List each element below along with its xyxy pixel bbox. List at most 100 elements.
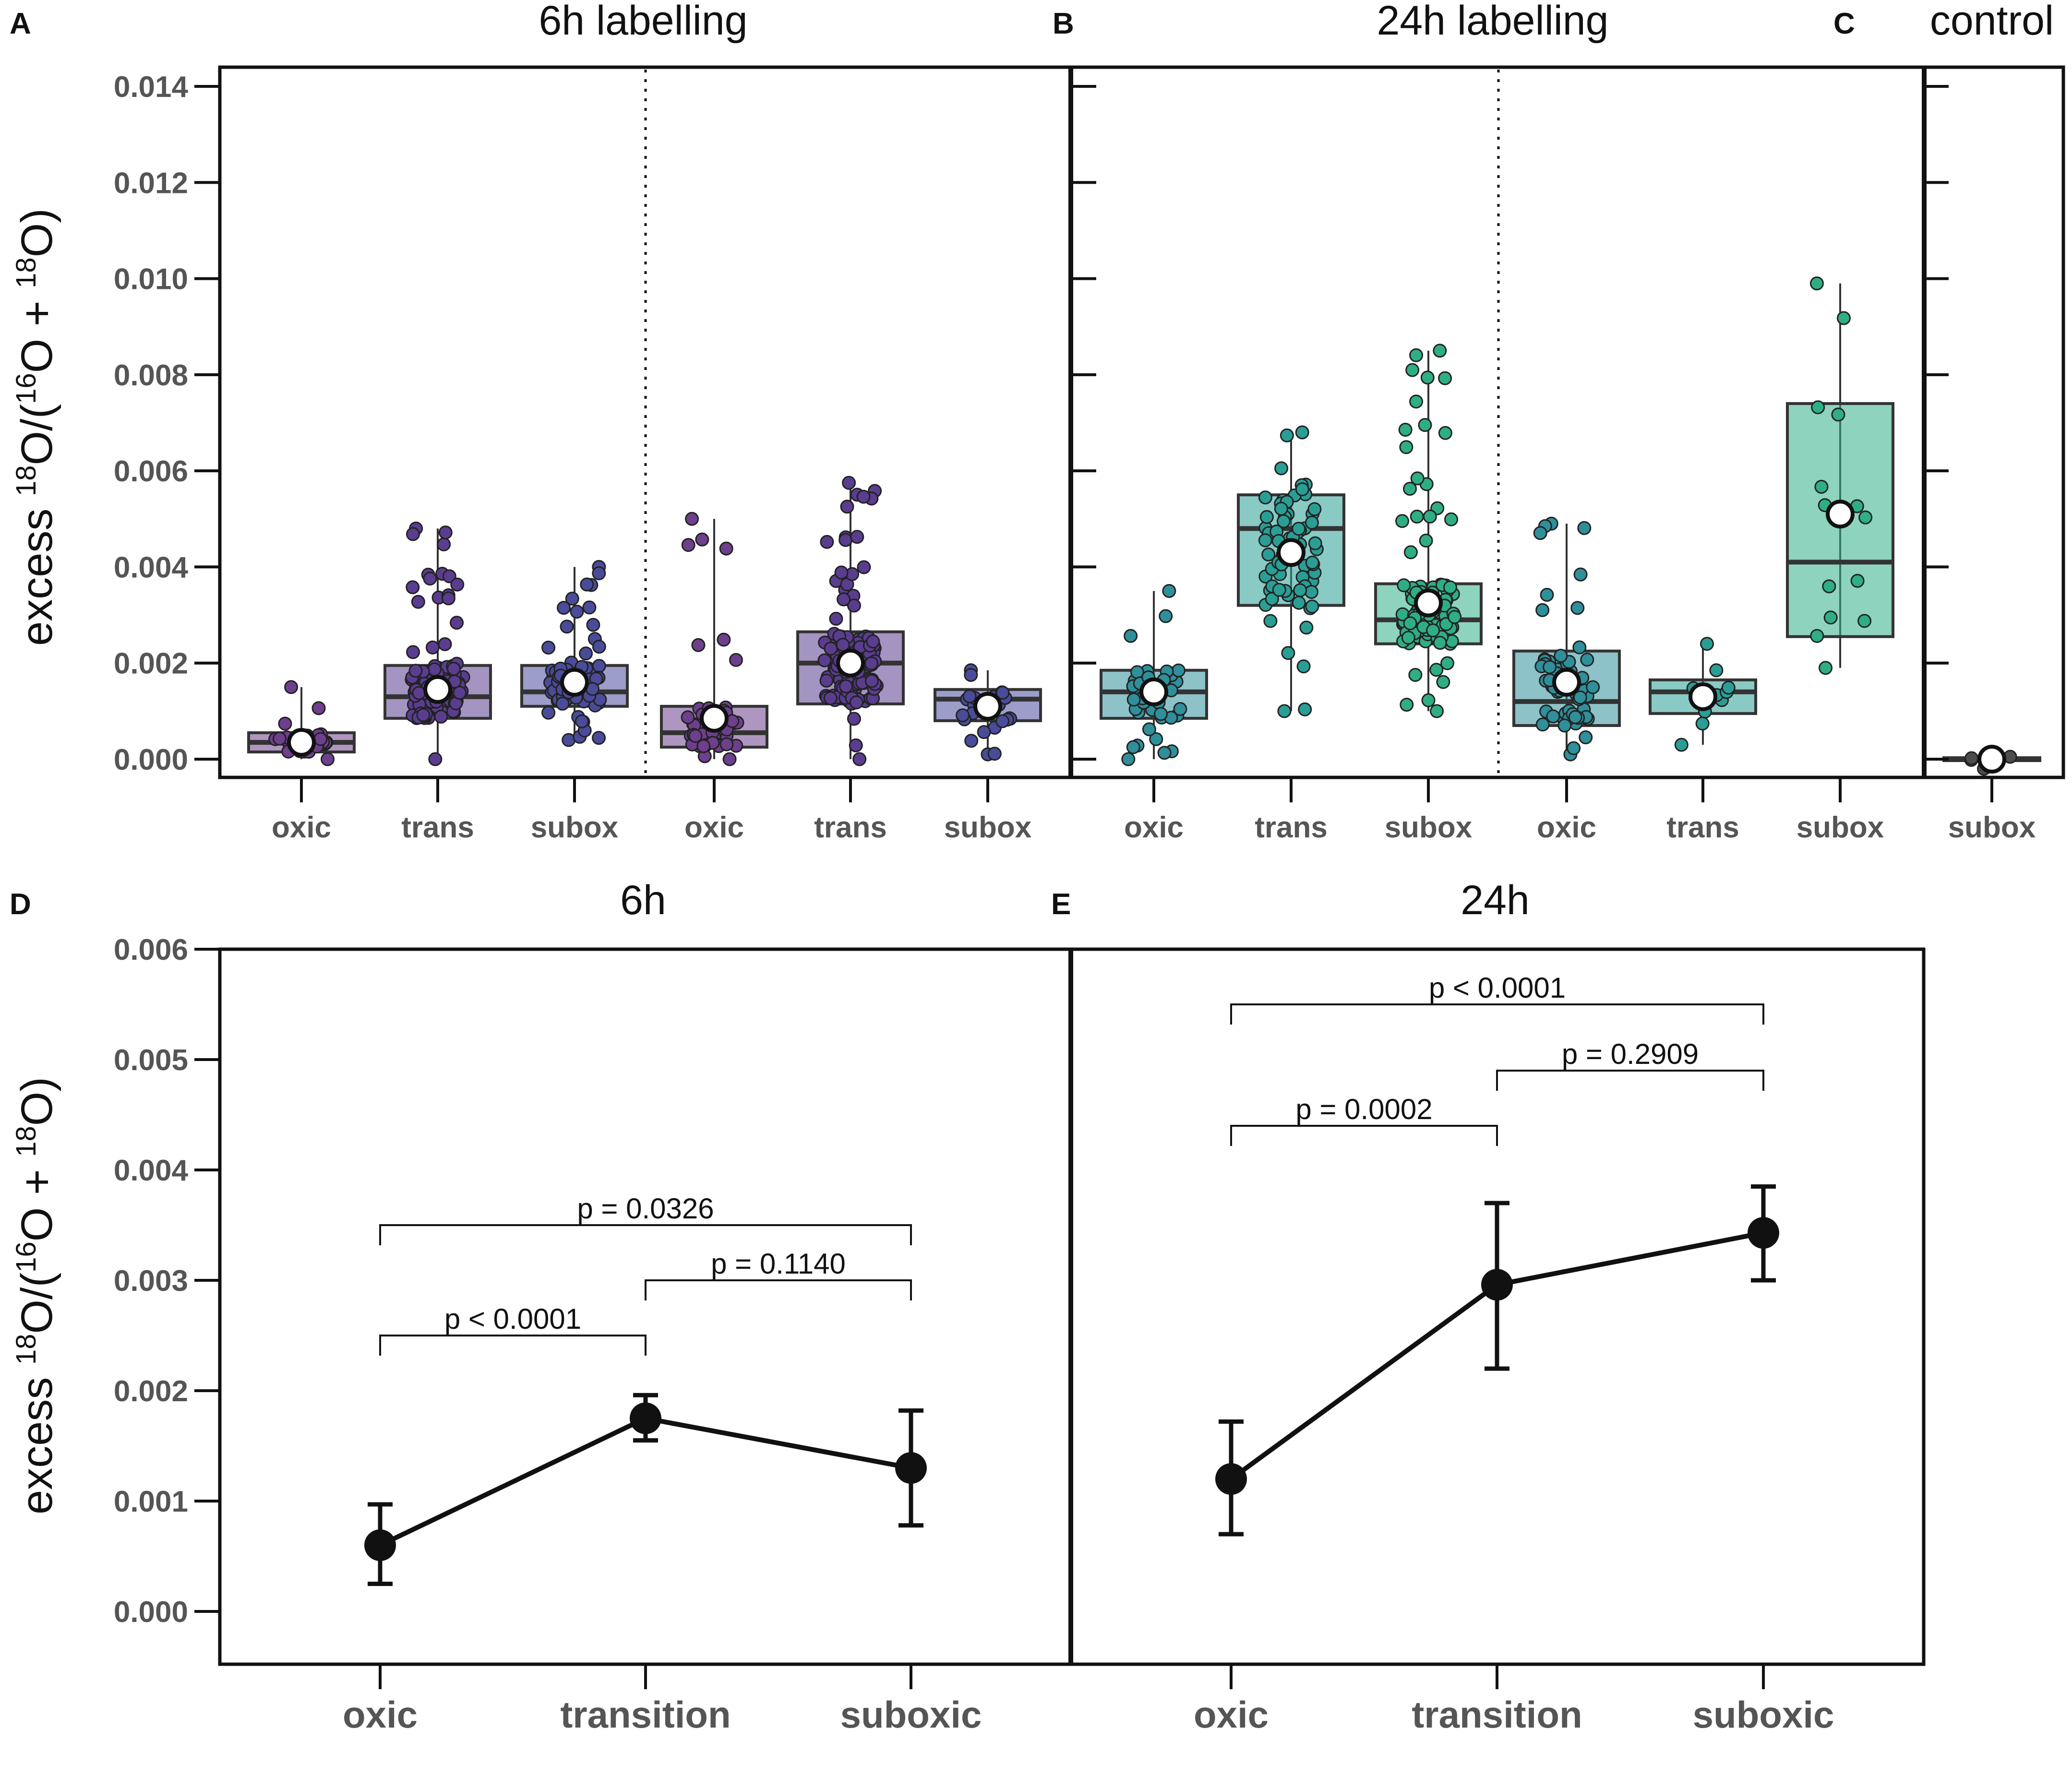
data-point [438,525,453,540]
data-point [1409,394,1424,409]
data-point [817,653,832,668]
data-point [1261,548,1276,562]
data-point [1823,610,1838,625]
significance-bracket [379,1335,647,1356]
p-value-label: p = 0.2909 [1562,1038,1699,1070]
data-point [849,695,863,710]
data-point [1126,692,1141,707]
data-point [311,701,326,716]
mean-point [1414,588,1443,618]
data-point [847,712,861,726]
data-point [442,569,456,584]
data-point [1831,407,1845,422]
mean-point [1689,682,1717,711]
data-point [541,705,556,720]
data-point [272,731,287,746]
data-point [541,640,556,655]
data-point [1809,276,1824,291]
data-point [1567,741,1581,755]
x-category-label: trans [1666,811,1739,844]
data-point [1964,751,1979,765]
y-tick-label: 0.004 [114,1154,189,1187]
panel-letter-c: C [1833,7,1855,40]
data-point [837,592,851,607]
data-point [1307,502,1322,516]
data-point [834,565,849,580]
top-y-ticks: 0.000 0.002 0.004 0.006 0.008 0.010 0.012 0.014 [114,71,1949,776]
data-point [1814,479,1829,494]
data-point [729,653,743,667]
data-point [1586,680,1600,694]
data-point [313,732,328,746]
panel-a-frame [218,65,1073,779]
p-value-label: p = 0.1140 [711,1248,846,1280]
data-point [987,747,1002,761]
data-point [864,656,879,670]
data-point [1142,722,1156,737]
data-point [1277,704,1292,718]
data-point [438,637,452,651]
panel-a-title: 6h labelling [539,0,747,44]
x-category-label: oxic [1124,811,1184,844]
data-point [995,714,1010,728]
mean-point [1552,668,1581,697]
data-point [1810,629,1824,643]
data-point [1171,663,1186,678]
data-point [1580,653,1594,667]
data-point [1573,690,1587,704]
data-point [423,572,437,586]
data-point [580,577,594,592]
x-category-label: trans [401,811,474,844]
data-point [1421,693,1436,707]
data-point [1121,752,1136,766]
data-point [722,752,737,766]
x-category-label: oxic [272,811,331,844]
data-point [1709,663,1724,678]
data-point [565,591,579,606]
data-point [1395,514,1409,528]
p-value-label: p < 0.0001 [444,1303,581,1335]
data-point [1748,1217,1779,1249]
data-point [1819,661,1833,675]
data-point [681,710,695,725]
data-point [1557,718,1572,733]
y-tick-label: 0.003 [114,1264,188,1298]
data-point [1543,660,1557,674]
x-category-label: subox [1385,811,1473,844]
data-point [847,598,861,613]
data-point [1577,521,1592,535]
chart-marks: oxic trans subox oxic trans subox oxic trans sub… [247,276,2041,1736]
x-category-label: suboxic [840,1694,982,1736]
x-category-label: trans [1255,811,1328,844]
x-category-label: subox [944,811,1032,844]
data-point [278,716,292,731]
y-tick-label: 0.008 [114,359,188,392]
data-point [1258,490,1272,505]
data-point [1420,370,1435,385]
panel-e-title: 24h [1461,877,1530,923]
data-point [411,595,425,609]
data-point [1292,596,1306,610]
data-point [427,662,442,677]
data-point [630,1402,661,1434]
data-point [977,725,991,739]
data-point [1305,599,1319,614]
x-category-label: oxic [684,811,744,844]
data-point [1857,614,1872,628]
data-point [956,708,970,723]
data-point [1573,567,1588,582]
data-point [1695,716,1710,731]
data-point [719,541,733,556]
data-point [1292,522,1306,536]
mean-point [973,692,1002,721]
y-tick-label: 0.012 [114,167,188,200]
y-tick-label: 0.002 [114,1375,188,1408]
data-point [406,645,420,659]
data-point [1403,482,1417,496]
panel-letter-e: E [1051,888,1071,921]
data-point [1295,482,1309,497]
mean-point [700,704,729,733]
data-point [856,489,871,504]
y-tick-label: 0.000 [114,743,188,776]
data-point [1436,675,1450,689]
